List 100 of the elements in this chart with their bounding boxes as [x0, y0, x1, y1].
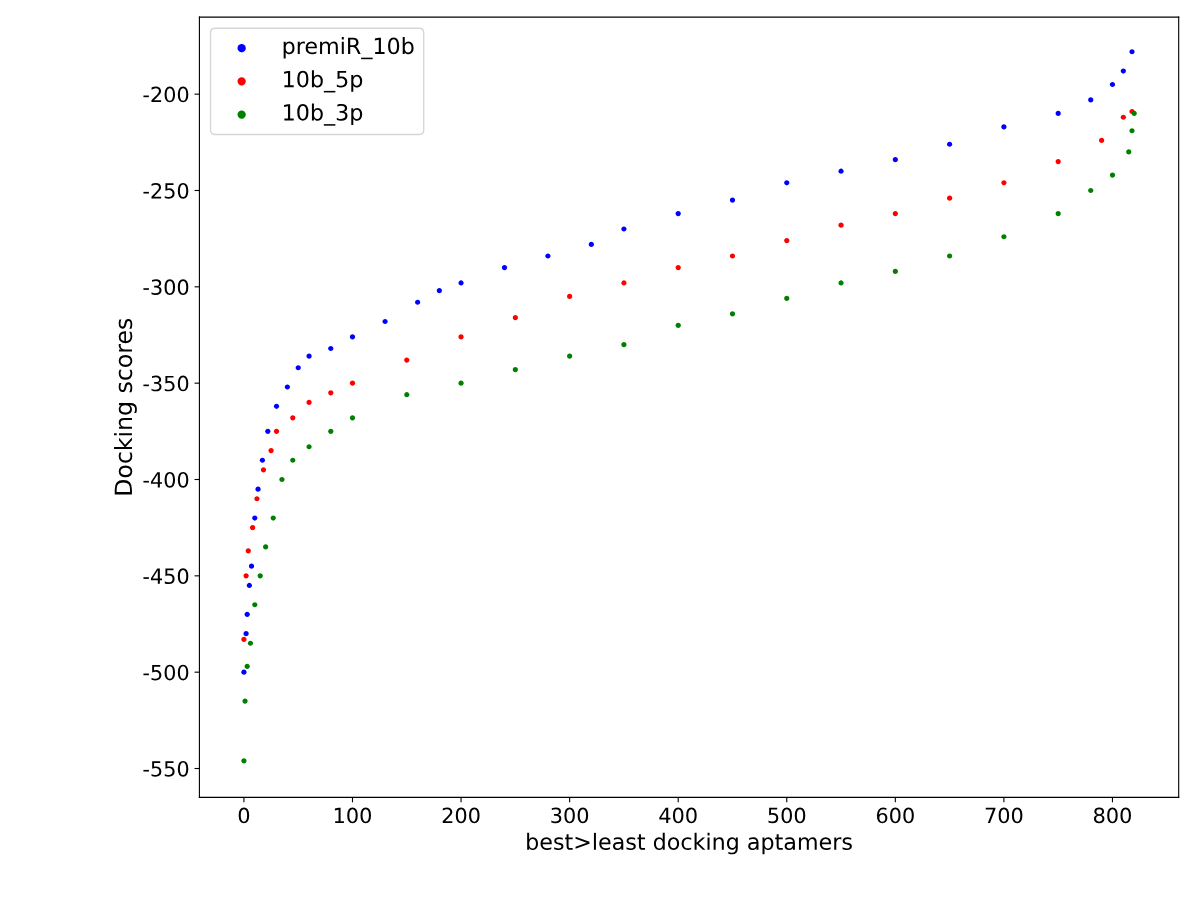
point [284, 384, 290, 390]
point [247, 640, 254, 646]
point [838, 168, 844, 174]
point [246, 582, 252, 589]
point [947, 141, 953, 147]
point [458, 380, 464, 386]
legend-label: 10b_5p [284, 70, 363, 93]
point [273, 428, 280, 434]
point [729, 197, 736, 203]
point [248, 563, 255, 569]
point [259, 457, 265, 463]
y-tick-label: -400 [143, 471, 189, 488]
point [436, 288, 442, 294]
point [328, 390, 334, 396]
point [270, 515, 276, 521]
point [512, 367, 518, 373]
point [263, 544, 269, 550]
x-tick-label: 600 [876, 807, 914, 824]
y-tick-label: -200 [143, 86, 189, 103]
point [242, 698, 248, 704]
point [415, 299, 421, 305]
point [1126, 149, 1132, 155]
point [545, 253, 551, 259]
x-tick-label: 400 [659, 807, 697, 824]
point [675, 322, 681, 328]
point [349, 334, 356, 340]
point [404, 392, 410, 398]
point [244, 663, 250, 669]
point [241, 636, 247, 643]
point [1109, 81, 1116, 88]
point [243, 631, 249, 637]
x-tick-label: 300 [551, 807, 589, 824]
point [784, 295, 790, 301]
point [838, 280, 844, 286]
point [1088, 97, 1094, 103]
y-tick-label: -250 [143, 182, 189, 199]
legend-label: premiR_10b [283, 37, 414, 60]
point [295, 365, 301, 371]
point [1088, 187, 1094, 194]
x-tick-label: 700 [985, 807, 1023, 824]
point [729, 253, 736, 259]
point [306, 353, 312, 359]
y-tick-label: -450 [143, 568, 189, 585]
point [501, 264, 508, 271]
point [458, 334, 464, 340]
point [255, 486, 261, 492]
point [892, 211, 898, 217]
point [1055, 110, 1061, 117]
point [621, 226, 627, 232]
x-tick-label: 800 [1093, 807, 1131, 824]
point [268, 448, 274, 454]
point [245, 548, 251, 554]
point [265, 428, 271, 434]
point [892, 268, 898, 275]
point [1129, 128, 1135, 134]
point [1120, 114, 1126, 120]
point [947, 195, 953, 201]
y-tick-label: -300 [143, 279, 189, 296]
x-tick-label: 100 [334, 807, 371, 824]
point [306, 399, 312, 406]
point [279, 476, 285, 483]
point [458, 280, 464, 286]
point [290, 457, 296, 463]
point [349, 380, 356, 386]
x-tick-label: 500 [768, 807, 806, 824]
point [1129, 49, 1135, 55]
point [1120, 68, 1126, 74]
x-tick-label: 0 [238, 807, 250, 824]
point [838, 222, 844, 228]
point [241, 669, 247, 675]
y-tick-label: -350 [143, 375, 189, 392]
point [675, 264, 681, 271]
point [254, 496, 260, 502]
point [512, 315, 518, 321]
point [567, 293, 573, 300]
point [784, 237, 790, 244]
point [621, 342, 627, 348]
point [784, 180, 790, 186]
point [349, 415, 356, 421]
point [588, 241, 594, 248]
point [1001, 234, 1007, 240]
point [567, 353, 573, 359]
point [252, 515, 258, 521]
point [1109, 172, 1116, 178]
point [241, 758, 247, 764]
point [250, 525, 256, 531]
point [892, 157, 898, 163]
x-axis-title: best>least docking aptamers [527, 832, 852, 855]
point [1055, 211, 1061, 217]
point [675, 211, 681, 217]
point [328, 428, 334, 434]
legend-label: 10b_3p [284, 103, 363, 126]
point [1001, 124, 1007, 130]
point [306, 444, 312, 450]
point [328, 345, 334, 352]
y-tick-label: -550 [143, 760, 189, 777]
point [260, 467, 267, 473]
point [244, 611, 250, 617]
point [1099, 137, 1105, 143]
point [252, 602, 258, 608]
